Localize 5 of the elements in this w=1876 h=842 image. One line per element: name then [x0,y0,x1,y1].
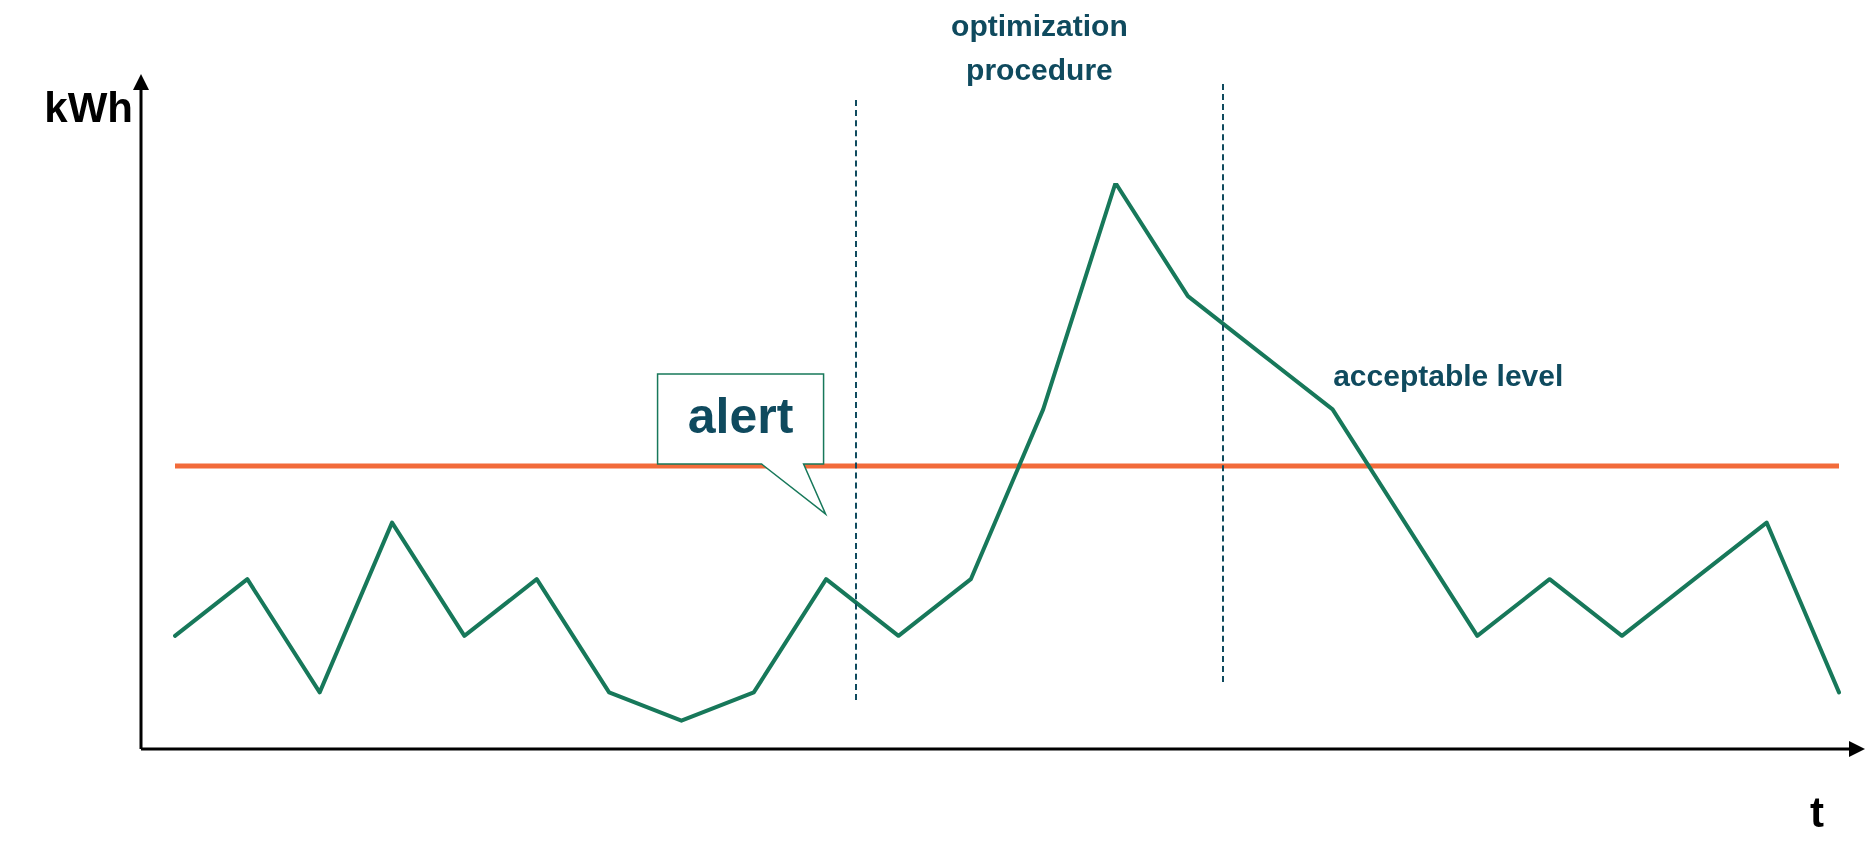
annotation: alert [687,387,794,444]
x-axis-title: t [1810,789,1824,836]
ref-line-label: acceptable level [1333,359,1564,392]
text: optimization procedure [951,9,1128,86]
y-axis-title: kWh [44,84,133,131]
